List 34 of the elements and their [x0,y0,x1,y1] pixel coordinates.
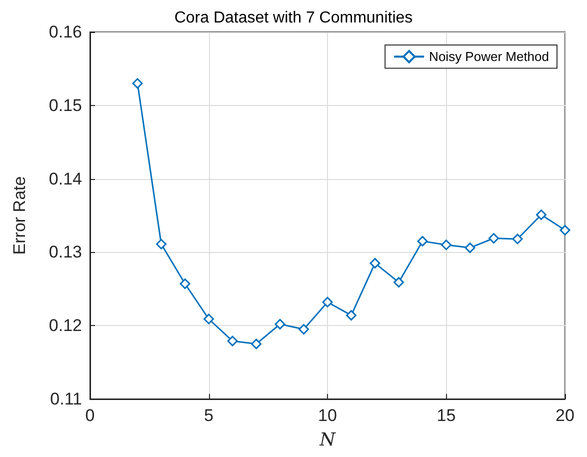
legend-label: Noisy Power Method [429,49,550,64]
point [536,210,546,220]
y-tick-label: 0.14 [48,169,82,188]
point [512,234,523,244]
point [370,258,380,268]
y-axis-title: Error Rate [10,176,29,255]
point [464,242,476,254]
x-tick-label: 20 [556,406,574,425]
x-axis-title: N [318,430,337,450]
point [394,277,404,288]
point [132,78,143,89]
x-tick-label: 5 [204,406,214,425]
y-tick-label: 0.13 [48,242,82,262]
point [180,278,190,290]
point [156,238,166,250]
y-tick-label: 0.15 [48,96,82,115]
x-tick-label: 15 [436,406,456,425]
point [488,233,499,244]
chart-title: Cora Dataset with 7 Communities [174,10,413,26]
point [346,310,356,321]
y-tick-label: 0.12 [48,316,82,336]
y-tick-label: 0.16 [48,22,82,42]
y-tick-label: 0.11 [50,390,82,408]
point [298,324,309,335]
point [441,240,452,250]
point [227,336,238,346]
point [274,318,286,330]
point [417,236,428,246]
point [560,224,570,236]
x-tick-label: 0 [85,406,95,425]
point [204,314,214,324]
point [251,338,262,350]
point [322,296,333,308]
x-tick-label: 10 [318,406,337,425]
